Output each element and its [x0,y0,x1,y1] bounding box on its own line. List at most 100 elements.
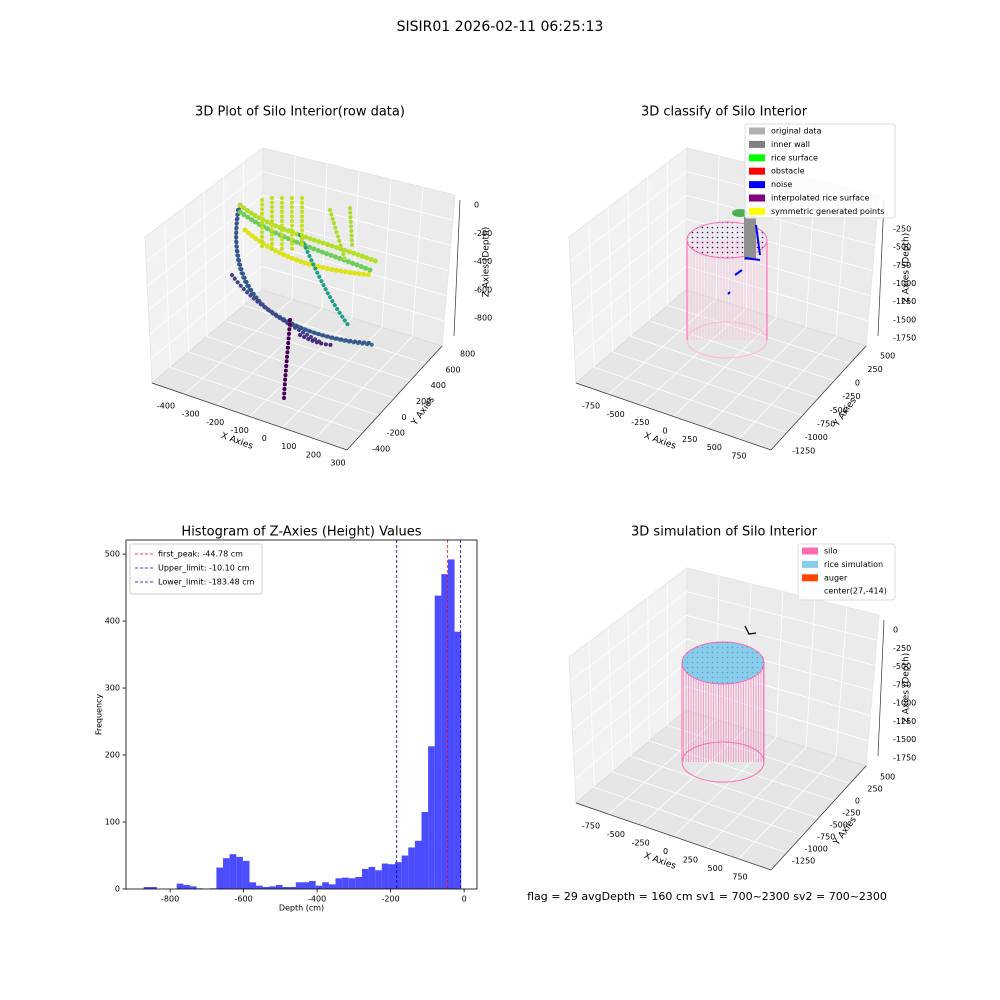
y-tick-label: 600 [445,365,460,374]
bar [355,876,362,889]
bar [150,886,157,889]
bar [216,867,224,889]
pane-grid [223,177,411,382]
legend-swatch [749,127,765,135]
legend-label: silo [824,547,838,556]
axis-label: Z Axies (Depth) [902,653,912,724]
pane-grid [666,582,851,784]
status-footer: flag = 29 avgDepth = 160 cm sv1 = 700~23… [527,890,887,903]
bar [388,864,396,889]
point-cloud [230,196,381,400]
bar [189,886,197,889]
y-tick-label: 400 [105,617,120,626]
x-tick-label: -100 [231,426,249,435]
legend-label: auger [824,573,848,582]
bar [176,883,184,889]
bar [249,882,257,889]
bar [302,882,310,889]
pane-grid [314,187,424,440]
bar [368,866,376,889]
z-tick-label: -750 [893,680,911,689]
y-tick-label: 0 [115,885,120,894]
y-tick-label: 0 [855,797,860,806]
bar [315,885,323,889]
legend-label: symmetric generated points [771,207,884,216]
x-tick-label: -750 [582,822,600,831]
x-tick-label: -250 [632,839,650,848]
pane-grid [281,179,392,428]
axis-label: Z Axies (Depth) [482,227,492,298]
bar [322,882,329,889]
z-tick-label: -600 [474,285,492,294]
y-tick-label: -500 [830,406,848,415]
y-tick-label: 250 [867,365,882,374]
subplot-title: 3D Plot of Silo Interior(row data) [195,105,405,120]
legend-label: first_peak: -44.78 cm [158,550,243,559]
bar [441,574,448,889]
x-tick-label: -200 [206,418,224,427]
bar [408,847,415,889]
y-tick-label: 0 [855,379,860,388]
x-tick-label: 750 [732,873,747,882]
y-tick-label: 0 [401,413,406,422]
bar [421,811,429,889]
pane-grid [647,597,835,802]
bar [223,858,230,889]
y-tick-label: 400 [431,381,446,390]
legend-swatch [749,140,765,148]
legend-swatch [749,154,765,162]
legend-label: Upper_limit: -10.10 cm [158,564,250,573]
legend-swatch [749,207,765,215]
legend-label: noise [771,180,792,189]
z-tick-label: -400 [474,257,492,266]
bar [348,878,356,889]
y-tick-label: -750 [817,833,835,842]
z-tick-label: -750 [893,261,911,270]
z-tick-label: -1000 [893,279,916,288]
subplot-title: Histogram of Z-Axies (Height) Values [181,525,421,540]
x-tick-label: 100 [281,442,296,451]
y-tick-label: -400 [372,445,390,454]
legend-box [129,543,263,595]
x-tick-label: -800 [161,895,179,904]
bar [361,868,369,889]
x-tick-label: 0 [462,895,467,904]
subplot-title: 3D classify of Silo Interior [641,105,808,120]
bar [183,884,190,889]
bar [434,595,442,889]
x-tick-label: -500 [607,830,625,839]
x-tick-label: -200 [382,895,400,904]
bar [375,870,382,889]
y-tick-label: 500 [105,550,120,559]
z-tick-label: 0 [893,626,898,635]
bar [289,886,296,889]
x-tick-label: -400 [308,895,326,904]
x-tick-label: 750 [731,452,746,461]
z-tick-label: -1750 [893,754,916,763]
bar [309,880,316,889]
y-tick-label: 250 [867,785,882,794]
y-tick-label: 300 [105,684,120,693]
silo-wireframe [686,209,768,359]
bar [275,884,283,889]
y-tick-label: -1000 [805,433,828,442]
legend-label: obstacle [771,167,805,176]
legend-swatch [749,194,765,202]
z-tick-label: 0 [474,201,479,210]
bar [401,855,409,889]
bar [262,886,270,889]
y-tick-label: 200 [105,751,120,760]
axis-line [575,345,867,451]
x-tick-label: -250 [631,418,649,427]
subplot-title: 3D simulation of Silo Interior [631,525,818,540]
x-tick-label: 0 [662,427,667,436]
bar [342,877,349,889]
x-tick-label: 500 [707,443,722,452]
y-tick-label: 800 [460,350,475,359]
y-tick-label: -250 [842,392,860,401]
x-tick-label: -750 [582,402,600,411]
y-tick-label: -1250 [792,857,815,866]
axes-panes [144,146,461,451]
plot-frame [125,539,478,890]
legend-label: Lower_limit: -183.48 cm [158,578,255,587]
